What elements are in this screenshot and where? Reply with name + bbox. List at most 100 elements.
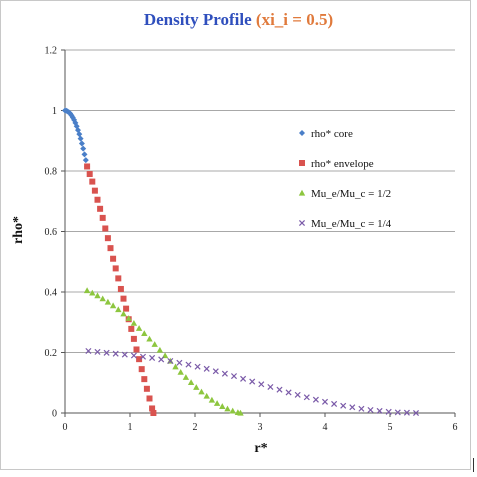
data-point: [99, 295, 106, 302]
data-point: [78, 140, 85, 147]
legend-entry: Mu_e/Mu_c = 1/2: [311, 188, 391, 200]
x-tick-label: 2: [193, 422, 198, 433]
x-marker-stroke: [240, 375, 247, 382]
data-point: [221, 370, 228, 377]
x-marker-stroke: [331, 400, 338, 407]
data-point: [203, 392, 210, 399]
data-point: [130, 319, 138, 326]
data-point: [331, 400, 338, 407]
data-point: [258, 381, 265, 388]
data-point: [81, 151, 88, 158]
legend-marker: [298, 219, 306, 227]
x-marker-stroke: [303, 394, 310, 401]
x-marker-stroke: [394, 409, 401, 416]
data-point: [303, 394, 310, 401]
series-1: [84, 163, 157, 416]
x-marker-stroke: [176, 359, 183, 366]
data-point: [376, 407, 383, 414]
data-point: [99, 214, 106, 221]
data-point: [125, 315, 132, 321]
data-point: [91, 187, 98, 194]
data-point: [104, 235, 111, 242]
data-point: [198, 388, 205, 395]
y-tick-label: 0.6: [45, 227, 58, 238]
x-marker-stroke: [298, 219, 306, 227]
x-marker-stroke: [376, 407, 383, 414]
x-marker-stroke: [385, 408, 392, 415]
data-point: [94, 292, 101, 299]
data-point: [219, 403, 226, 409]
data-point: [367, 406, 374, 413]
x-marker-stroke: [112, 350, 119, 357]
data-point: [85, 347, 92, 355]
data-point: [110, 255, 117, 262]
data-point: [120, 310, 127, 317]
data-point: [194, 363, 201, 370]
data-point: [182, 374, 190, 380]
data-point: [208, 396, 216, 403]
data-point: [130, 335, 137, 342]
data-point: [123, 305, 130, 312]
x-marker-stroke: [321, 398, 329, 405]
data-point: [294, 391, 301, 398]
data-point: [109, 302, 117, 309]
data-point: [86, 171, 93, 178]
data-point: [80, 145, 87, 152]
x-marker-stroke: [294, 391, 301, 398]
data-point: [89, 178, 96, 185]
data-point: [151, 341, 158, 347]
data-point: [149, 354, 156, 361]
y-tick-label: 0.4: [45, 288, 58, 299]
data-point: [312, 396, 319, 403]
legend: rho* core rho* envelope Mu_e/Mu_c = 1/2 Mu_…: [298, 128, 392, 230]
data-point: [321, 398, 329, 405]
y-tick-label: 1.2: [45, 46, 58, 57]
data-point: [276, 386, 283, 393]
legend-entry: Mu_e/Mu_c = 1/4: [311, 218, 392, 230]
data-point: [115, 275, 122, 282]
data-point: [138, 366, 145, 373]
y-tick-label: 1: [52, 106, 57, 117]
x-marker-stroke: [94, 348, 101, 355]
data-point: [267, 383, 274, 391]
data-point: [141, 376, 148, 383]
x-marker-stroke: [185, 361, 192, 368]
data-point: [112, 265, 119, 272]
x-marker-stroke: [194, 363, 201, 370]
data-point: [177, 368, 184, 375]
x-marker-stroke: [267, 383, 274, 391]
x-tick-label: 0: [63, 422, 68, 433]
data-point: [117, 285, 124, 292]
x-axis-label: r*: [254, 441, 267, 456]
data-point: [121, 351, 128, 358]
data-point: [84, 163, 91, 170]
y-tick-label: 0.2: [45, 348, 58, 359]
x-marker-stroke: [121, 351, 128, 358]
data-point: [240, 375, 247, 382]
data-point: [112, 350, 119, 357]
data-point: [103, 349, 110, 356]
legend-entry: rho* core: [311, 128, 353, 140]
legend-marker: [299, 130, 305, 136]
series-3: [85, 347, 420, 417]
data-point: [349, 404, 356, 411]
data-point: [213, 400, 221, 406]
x-marker-stroke: [167, 357, 174, 364]
data-point: [120, 295, 127, 302]
data-point: [102, 225, 109, 232]
data-point: [187, 379, 195, 386]
x-marker-stroke: [85, 347, 92, 355]
data-point: [237, 409, 244, 416]
data-point: [146, 335, 153, 342]
data-point: [230, 373, 238, 380]
data-point: [139, 353, 147, 360]
x-tick-label: 1: [128, 422, 133, 433]
x-marker-stroke: [358, 405, 365, 412]
y-axis-label: rho*: [11, 216, 26, 244]
data-point: [89, 289, 96, 296]
data-point: [149, 405, 156, 412]
data-point: [358, 405, 365, 412]
legend-entry: rho* envelope: [311, 158, 374, 170]
data-point: [146, 395, 153, 402]
